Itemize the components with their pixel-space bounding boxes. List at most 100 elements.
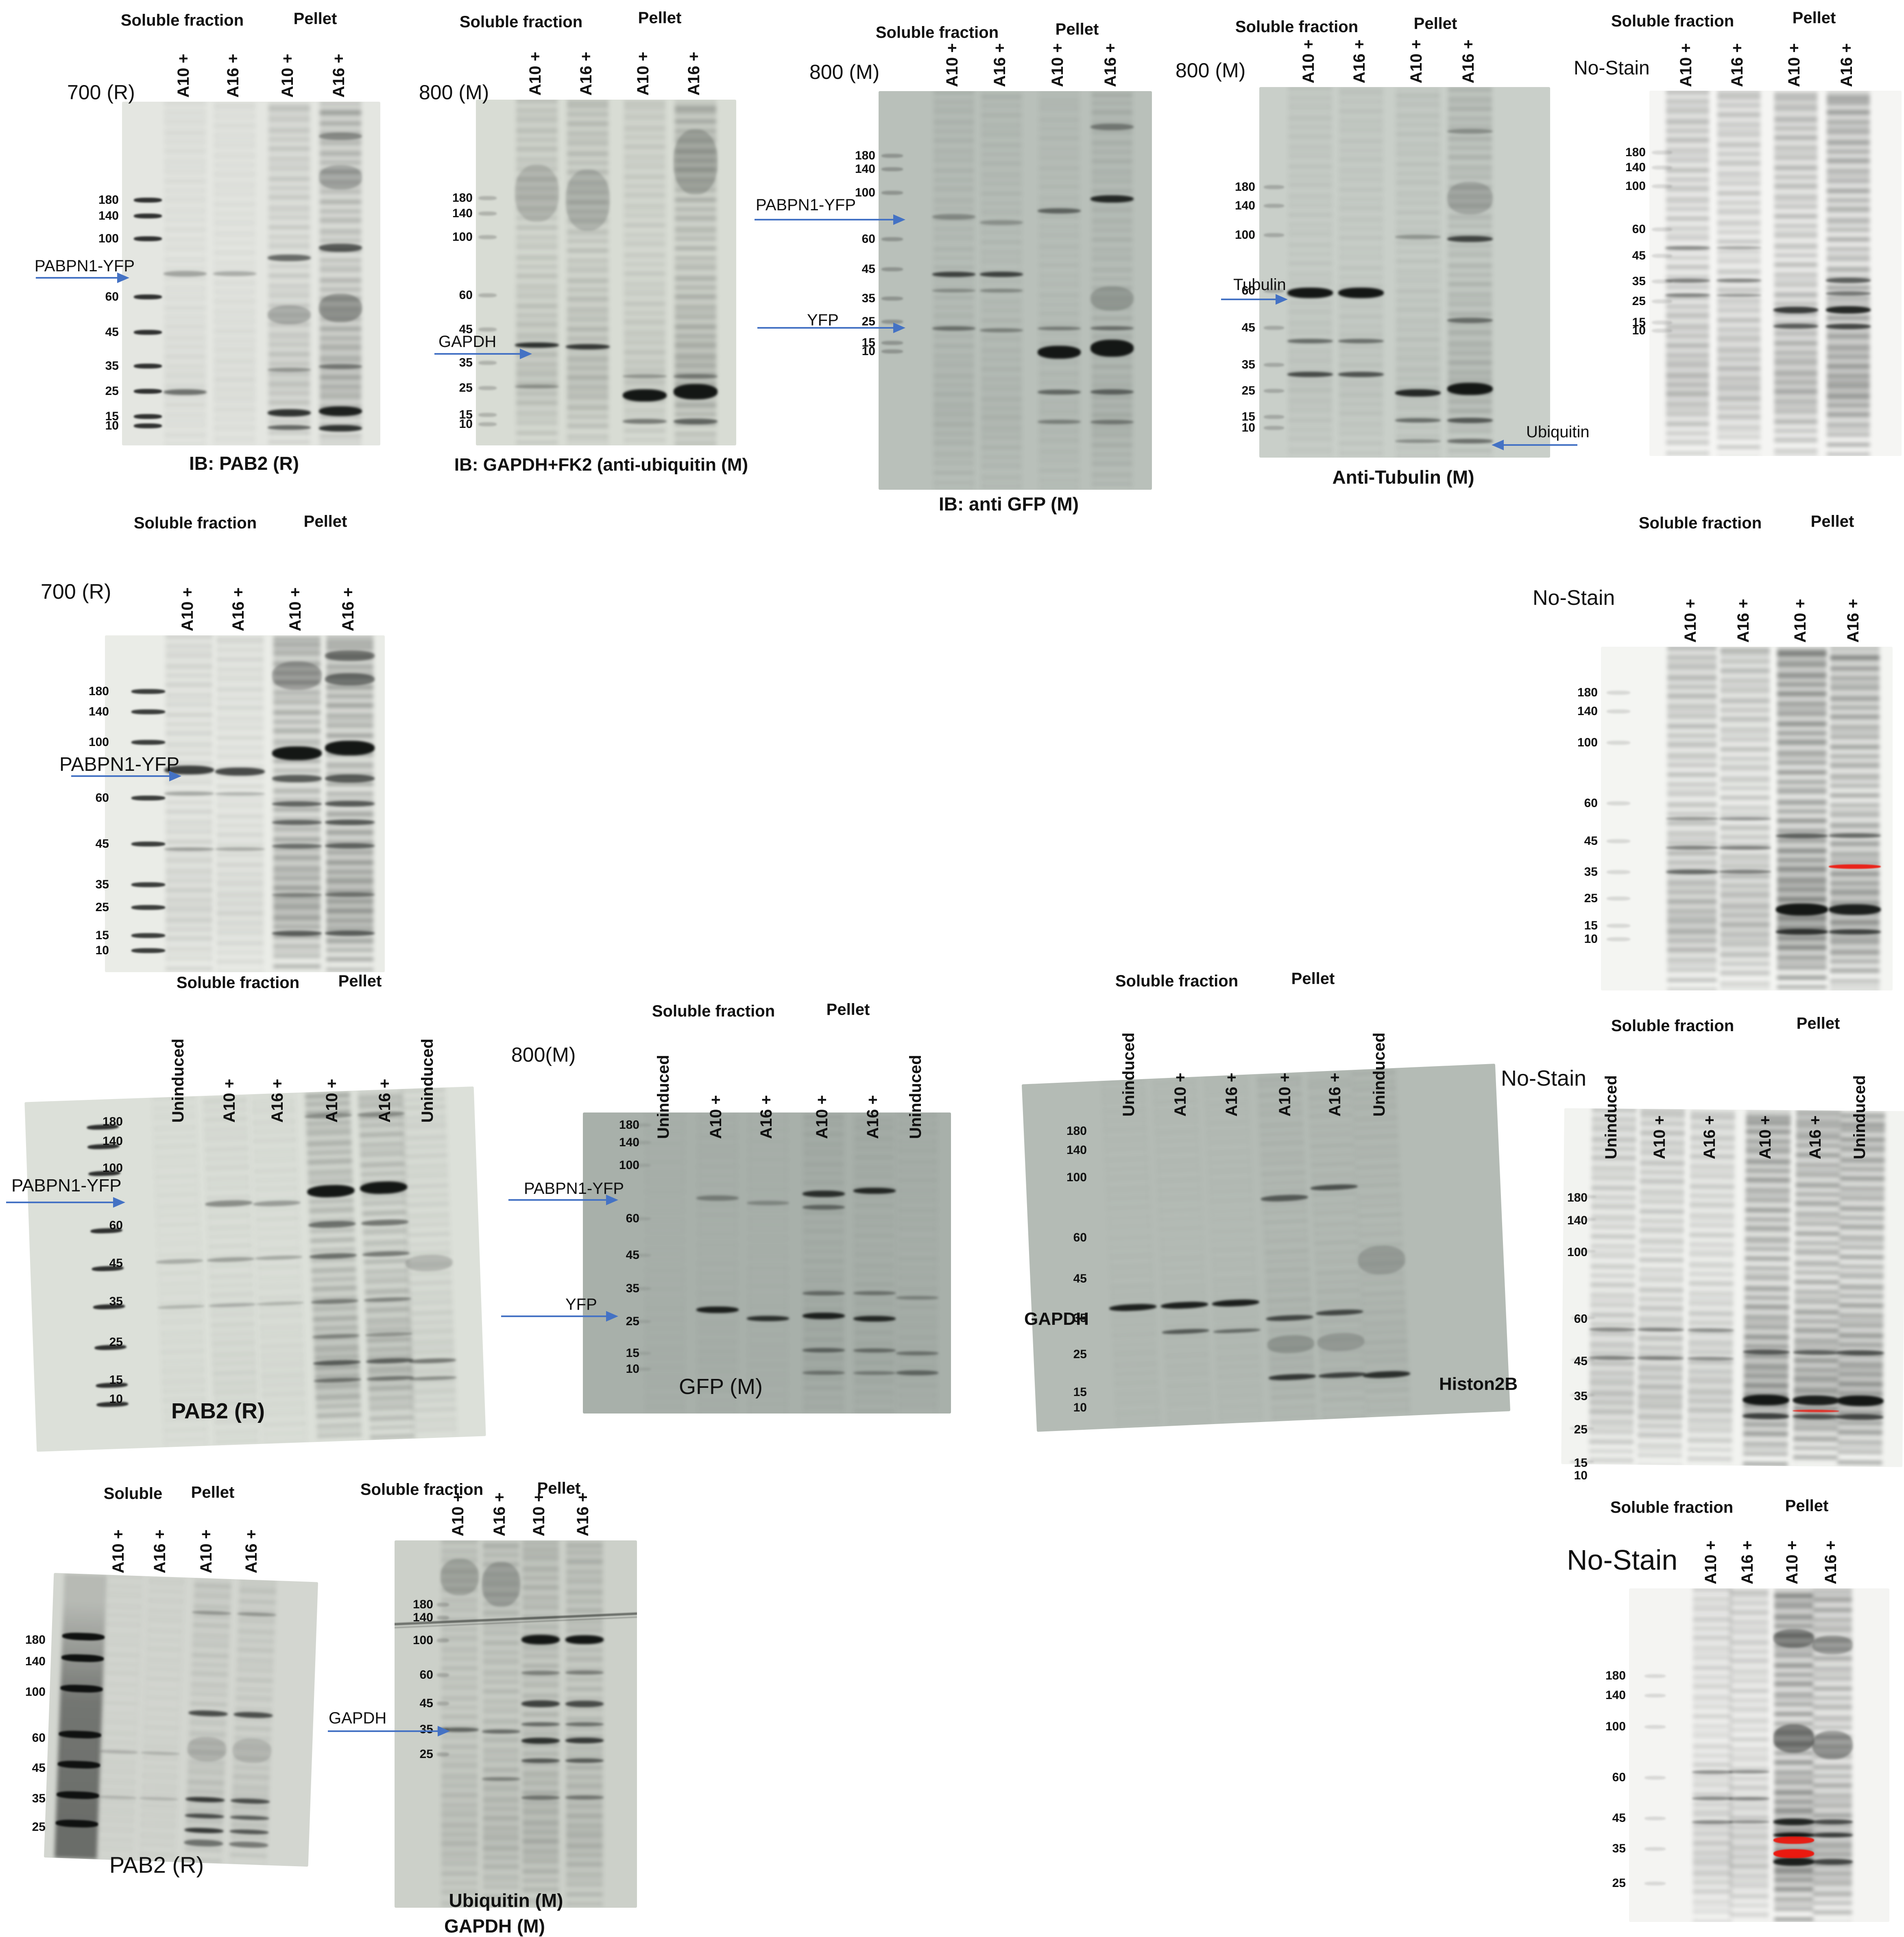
gel-image-r1p2 — [476, 100, 736, 445]
protein-band — [1776, 833, 1828, 838]
lane-label: Uninduced — [907, 1055, 925, 1139]
mw-marker-label: 45 — [1574, 1355, 1588, 1368]
fraction-header-soluble: Soluble fraction — [1115, 972, 1239, 990]
protein-band — [1666, 869, 1718, 874]
protein-band — [565, 1722, 604, 1726]
protein-band — [272, 820, 322, 825]
mw-marker-label: 45 — [626, 1248, 639, 1262]
mw-ladder-band — [437, 1616, 449, 1620]
lane-label: A16 + — [991, 43, 1009, 87]
mw-marker-label: 10 — [1574, 1469, 1588, 1482]
gel-lane-smear — [697, 1112, 738, 1413]
lane-label: Uninduced — [1370, 1032, 1388, 1117]
blot-group-label: 800(M) — [511, 1043, 576, 1066]
mw-marker-label: 15 — [1632, 316, 1646, 329]
mw-marker-label: 10 — [1584, 932, 1598, 946]
mw-marker-label: 100 — [412, 1634, 433, 1647]
mw-marker-label: 180 — [102, 1115, 123, 1128]
protein-band — [272, 661, 322, 690]
protein-band — [674, 129, 718, 194]
lane-label: Uninduced — [654, 1055, 672, 1139]
lane-label: A10 + — [1677, 43, 1695, 87]
mw-ladder-band — [1607, 937, 1630, 941]
fraction-header-soluble: Soluble fraction — [133, 514, 257, 532]
gel-image-r1p3 — [879, 91, 1152, 490]
gel-image-r1p1 — [122, 102, 380, 445]
gel-lane-smear — [1793, 1110, 1841, 1467]
protein-band — [272, 746, 322, 760]
mw-marker-label: 100 — [25, 1685, 46, 1699]
fraction-header-pellet: Pellet — [1785, 1497, 1829, 1515]
gel-image-r1p4 — [1259, 87, 1550, 458]
lane-label: A10 + — [109, 1529, 127, 1573]
mw-ladder-band — [1644, 1693, 1666, 1697]
lane-label: A10 + — [1276, 1073, 1294, 1117]
blot-subcaption: GAPDH (M) — [444, 1915, 545, 1937]
mw-ladder-band — [1263, 326, 1284, 330]
mw-marker-label: 100 — [1605, 1720, 1626, 1733]
mw-ladder-band — [133, 214, 162, 218]
protein-band — [1728, 1770, 1770, 1773]
protein-band — [1728, 1797, 1770, 1800]
mw-marker-label: 35 — [105, 359, 119, 373]
protein-band — [1038, 420, 1081, 424]
mw-marker-label: 140 — [1567, 1214, 1588, 1227]
mw-ladder-band — [1652, 151, 1672, 155]
lane-label: A16 + — [1223, 1073, 1241, 1117]
mw-marker-label: 25 — [109, 1335, 123, 1349]
protein-band — [1038, 208, 1081, 214]
protein-band — [853, 1315, 896, 1322]
protein-band — [1665, 246, 1710, 250]
protein-band — [1812, 1859, 1853, 1865]
mw-ladder-band — [632, 1368, 651, 1371]
protein-band — [1773, 1724, 1815, 1753]
blot-caption: GFP (M) — [679, 1374, 763, 1399]
gel-lane-smear — [164, 102, 206, 445]
mw-marker-label: 60 — [1612, 1771, 1626, 1784]
protein-band — [1692, 1797, 1733, 1801]
lane-label: A10 + — [1651, 1115, 1668, 1159]
protein-band — [674, 418, 718, 424]
lane-label: A16 + — [1728, 43, 1746, 87]
mw-marker-label: 15 — [1584, 919, 1598, 932]
protein-band — [1793, 1395, 1839, 1406]
annotation-arrow-right-icon — [501, 1311, 618, 1322]
band-annotation-label: Histon2B — [1439, 1374, 1518, 1394]
gel-lane-smear — [1687, 1109, 1735, 1466]
gel-lane-smear — [1720, 647, 1770, 990]
protein-band — [1447, 318, 1493, 323]
arrowhead-icon — [893, 323, 905, 333]
mw-marker-label: 25 — [105, 384, 119, 398]
protein-band — [1666, 846, 1718, 850]
protein-band — [853, 1371, 896, 1375]
mw-ladder-band — [1263, 233, 1284, 237]
mw-marker-label: 10 — [1632, 324, 1646, 337]
mw-marker-label: 140 — [88, 705, 109, 718]
mw-ladder-band — [478, 413, 497, 417]
protein-band — [566, 344, 610, 350]
lane-label: A16 + — [1459, 39, 1477, 83]
mw-ladder-band — [131, 689, 165, 694]
mw-ladder-band — [1652, 299, 1672, 303]
gel-image-r4p3 — [1629, 1588, 1889, 1922]
mw-marker-label: 100 — [619, 1158, 639, 1172]
protein-band — [802, 1190, 845, 1197]
mw-marker-label: 25 — [419, 1747, 433, 1761]
protein-band — [1773, 324, 1819, 329]
gel-lane-smear — [214, 102, 255, 445]
protein-band — [746, 1316, 790, 1322]
protein-band — [1447, 438, 1493, 443]
gel-lane-smear — [1152, 1077, 1213, 1427]
annotation-arrow-left-icon — [1492, 440, 1577, 450]
mw-marker-label: 10 — [459, 417, 473, 431]
mw-marker-label: 180 — [1605, 1669, 1626, 1682]
mw-ladder-band — [1652, 254, 1672, 258]
arrowhead-icon — [113, 1197, 125, 1208]
blot-caption: Ubiquitin (M) — [449, 1890, 563, 1911]
lane-label: A16 + — [1838, 43, 1856, 87]
protein-band — [1793, 1350, 1840, 1355]
mw-marker-label: 35 — [1584, 865, 1598, 879]
gel-lane-smear — [1589, 1108, 1637, 1465]
protein-band — [1090, 340, 1134, 357]
mw-ladder-band — [1607, 801, 1630, 805]
